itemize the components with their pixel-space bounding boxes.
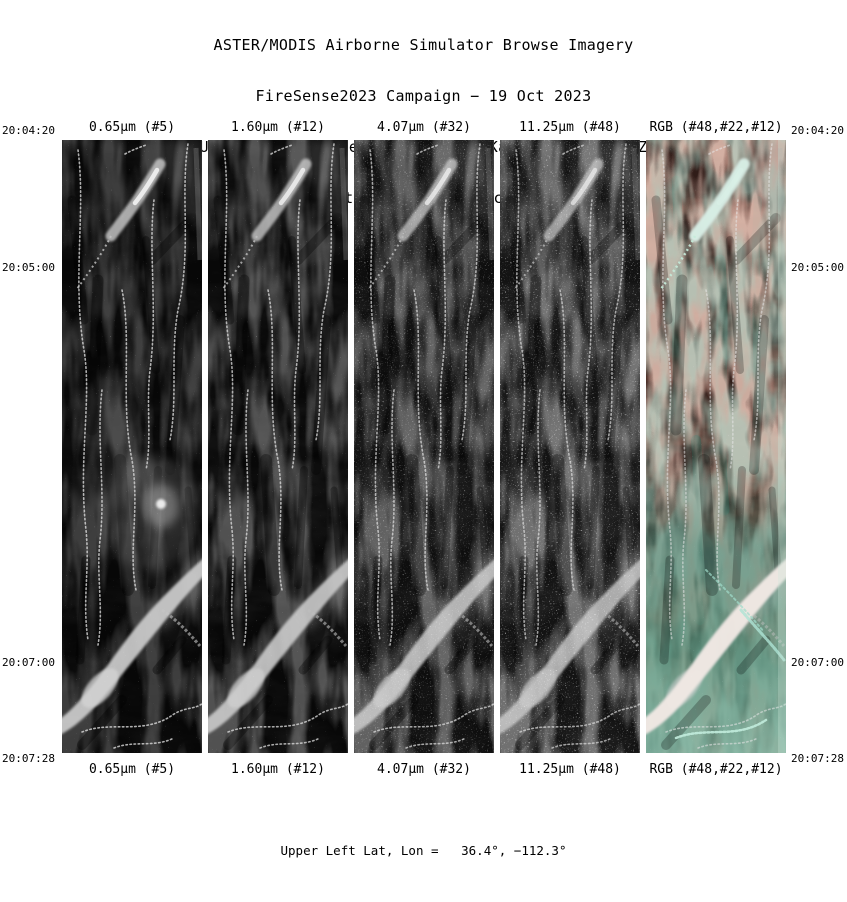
channel-label-top-2: 1.60μm (#12) — [231, 120, 325, 135]
image-strip-rgb — [646, 140, 786, 753]
channel-label-top-1: 0.65μm (#5) — [88, 120, 176, 135]
timestamp-right-1: 20:04:20 — [791, 124, 844, 137]
channel-label-bottom-1: 0.65μm (#5) — [88, 762, 176, 777]
timestamp-right-4: 20:07:28 — [791, 752, 844, 765]
channel-label-top-4: 11.25μm (#48) — [519, 120, 621, 135]
timestamp-right-3: 20:07:00 — [791, 656, 844, 669]
timestamp-right-2: 20:05:00 — [791, 261, 844, 274]
title-line-1: ASTER/MODIS Airborne Simulator Browse Im… — [213, 36, 634, 54]
channel-label-bottom-3: 4.07μm (#32) — [377, 762, 471, 777]
title-line-2: FireSense2023 Campaign − 19 Oct 2023 — [255, 87, 592, 105]
imagery-rgb — [646, 140, 786, 753]
imagery-1-60um — [208, 140, 348, 753]
metadata-upper-left-latlon: Upper Left Lat, Lon = 36.4°, −112.3° — [280, 843, 567, 858]
imagery-11-25um — [500, 140, 640, 753]
channel-label-bottom-4: 11.25μm (#48) — [519, 762, 621, 777]
timestamp-left-1: 20:04:20 — [2, 124, 55, 137]
timestamp-left-3: 20:07:00 — [2, 656, 55, 669]
image-strip-11-25um — [500, 140, 640, 753]
channel-label-top-3: 4.07μm (#32) — [377, 120, 471, 135]
channel-label-bottom-5: RGB (#48,#22,#12) — [649, 762, 783, 777]
imagery-0-65um — [62, 140, 202, 753]
channel-label-bottom-2: 1.60μm (#12) — [231, 762, 325, 777]
image-strip-4-07um — [354, 140, 494, 753]
image-strip-0-65um — [62, 140, 202, 753]
channel-label-top-5: RGB (#48,#22,#12) — [649, 120, 783, 135]
metadata-block: Upper Left Lat, Lon = 36.4°, −112.3° Low… — [0, 798, 847, 902]
image-strip-1-60um — [208, 140, 348, 753]
timestamp-left-4: 20:07:28 — [2, 752, 55, 765]
imagery-4-07um — [354, 140, 494, 753]
timestamp-left-2: 20:05:00 — [2, 261, 55, 274]
